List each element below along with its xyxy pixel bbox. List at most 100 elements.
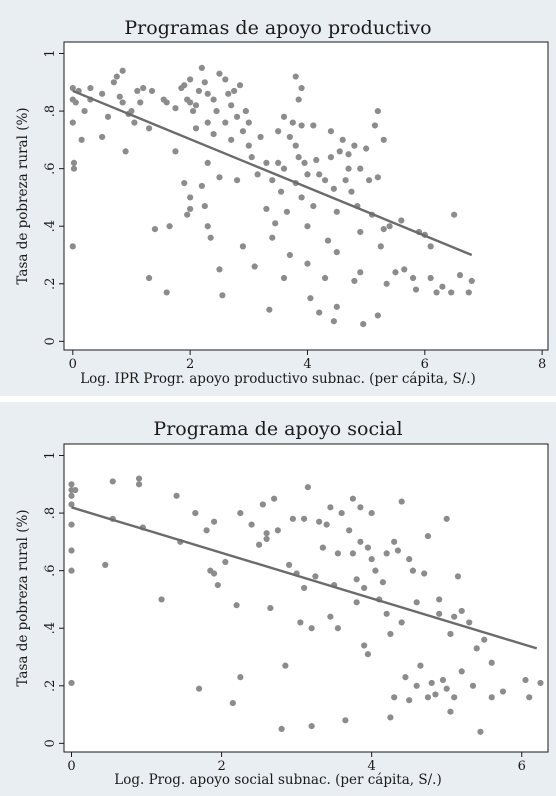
data-point <box>387 630 394 638</box>
data-point <box>295 96 302 103</box>
y-tick-label: .6 <box>43 162 58 174</box>
data-point <box>195 87 203 95</box>
data-point <box>192 102 200 109</box>
data-point <box>526 694 533 701</box>
data-point <box>406 697 413 704</box>
data-point <box>316 171 323 178</box>
data-point <box>72 99 79 106</box>
scatter-plot-productive: 0 .2 .4 .6 .8 1 0 2 4 6 8 <box>43 41 549 372</box>
data-point <box>225 90 232 97</box>
data-point <box>383 550 390 557</box>
fit-line <box>71 506 538 650</box>
data-point <box>69 119 76 126</box>
data-point <box>334 550 341 557</box>
data-point <box>233 177 241 184</box>
data-point <box>391 694 398 701</box>
data-point <box>275 128 282 135</box>
data-point <box>222 119 229 126</box>
data-point <box>195 685 203 692</box>
data-point <box>298 84 305 92</box>
data-point <box>298 194 305 201</box>
scatter-plot-social: 0 .2 .4 .6 .8 1 0 2 4 6 <box>43 443 549 774</box>
data-point <box>304 223 311 230</box>
data-point <box>187 99 194 106</box>
x-tick-label: 2 <box>217 759 225 774</box>
data-point <box>181 82 188 89</box>
data-point <box>353 599 360 606</box>
data-point <box>327 504 334 511</box>
data-point <box>345 165 352 172</box>
data-point <box>69 84 76 92</box>
data-point <box>207 234 214 241</box>
data-point <box>481 636 488 643</box>
y-tick-label: .6 <box>43 564 58 576</box>
data-point <box>363 145 370 152</box>
data-point <box>292 142 299 149</box>
data-point <box>204 90 211 97</box>
y-tick-label: .8 <box>43 507 58 519</box>
data-point <box>374 107 381 115</box>
data-point <box>289 119 296 126</box>
data-point <box>187 205 194 213</box>
data-point <box>204 119 211 126</box>
data-point <box>172 148 179 155</box>
data-point <box>269 234 276 241</box>
data-point <box>140 84 147 92</box>
data-point <box>357 538 364 545</box>
data-point <box>424 533 432 540</box>
data-point <box>383 280 390 287</box>
data-point <box>398 619 405 626</box>
data-point <box>210 131 217 138</box>
data-point <box>333 303 340 310</box>
data-point <box>286 133 293 141</box>
data-point <box>310 202 317 210</box>
data-point <box>342 717 349 724</box>
data-point <box>522 676 529 684</box>
data-point <box>421 570 428 577</box>
data-point <box>351 277 358 285</box>
data-point <box>228 102 235 109</box>
data-point <box>198 182 205 190</box>
data-point <box>469 682 477 689</box>
data-point <box>119 67 126 74</box>
x-tick-label: 6 <box>518 759 526 774</box>
data-point <box>383 610 390 617</box>
data-point <box>324 237 332 244</box>
y-tick-label: .2 <box>43 680 58 692</box>
data-point <box>394 547 402 554</box>
data-point <box>68 501 75 508</box>
y-tick-label: 1 <box>43 49 58 57</box>
data-point <box>379 579 387 586</box>
data-point <box>275 159 282 166</box>
data-point <box>72 486 79 494</box>
data-point <box>351 142 358 149</box>
data-point <box>239 243 247 250</box>
data-point <box>477 728 484 735</box>
data-point <box>187 194 194 201</box>
data-point <box>236 82 244 89</box>
x-axis-label: Log. Prog. apoyo social subnac. (per cáp… <box>114 772 442 788</box>
data-point <box>181 179 188 187</box>
data-point <box>448 289 455 296</box>
data-point <box>458 607 465 615</box>
data-point <box>346 527 353 534</box>
data-point <box>433 289 440 296</box>
data-point <box>301 159 308 166</box>
data-point <box>334 625 341 632</box>
data-point <box>113 73 120 80</box>
data-point <box>297 619 304 626</box>
data-point <box>277 188 285 195</box>
data-point <box>412 286 420 293</box>
data-point <box>336 148 343 155</box>
data-point <box>413 682 420 689</box>
data-point <box>316 518 323 525</box>
data-point <box>289 515 296 522</box>
data-point <box>365 177 373 184</box>
data-point <box>327 154 335 161</box>
data-point <box>364 544 372 551</box>
fit-line <box>72 89 473 257</box>
data-point <box>330 318 337 325</box>
data-point <box>304 260 311 267</box>
data-point <box>387 714 394 721</box>
data-point <box>427 243 434 250</box>
